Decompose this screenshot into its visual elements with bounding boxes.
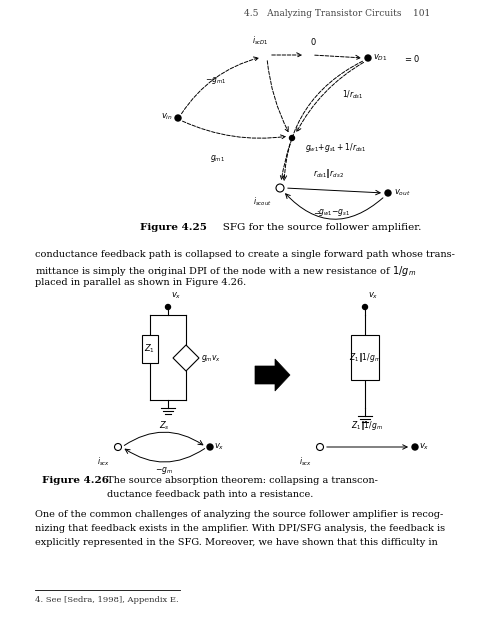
FancyBboxPatch shape	[351, 335, 379, 380]
Text: $g_{m1}$: $g_{m1}$	[210, 152, 225, 163]
Text: placed in parallel as shown in Figure 4.26.: placed in parallel as shown in Figure 4.…	[35, 278, 246, 287]
Text: $-g_m$: $-g_m$	[155, 465, 173, 476]
Text: $v_x$: $v_x$	[171, 291, 182, 301]
Circle shape	[290, 136, 295, 141]
Text: $v_x$: $v_x$	[214, 442, 225, 452]
Circle shape	[276, 184, 284, 192]
Text: One of the common challenges of analyzing the source follower amplifier is recog: One of the common challenges of analyzin…	[35, 510, 443, 519]
Circle shape	[365, 55, 371, 61]
Text: The source absorption theorem: collapsing a transcon-: The source absorption theorem: collapsin…	[107, 476, 378, 485]
Text: nizing that feedback exists in the amplifier. With DPI/SFG analysis, the feedbac: nizing that feedback exists in the ampli…	[35, 524, 445, 533]
Circle shape	[316, 444, 324, 451]
Circle shape	[412, 444, 418, 450]
Text: $Z_1\|1/g_m$: $Z_1\|1/g_m$	[349, 351, 381, 364]
Text: $r_{ds1}\|r_{ds2}$: $r_{ds1}\|r_{ds2}$	[312, 167, 344, 180]
Text: $g_m v_x$: $g_m v_x$	[201, 353, 221, 364]
Circle shape	[175, 115, 181, 121]
Text: $-g_{m1}$: $-g_{m1}$	[205, 74, 226, 86]
Text: $-$: $-$	[313, 208, 321, 216]
Text: 4.5   Analyzing Transistor Circuits    101: 4.5 Analyzing Transistor Circuits 101	[244, 10, 430, 19]
Text: conductance feedback path is collapsed to create a single forward path whose tra: conductance feedback path is collapsed t…	[35, 250, 455, 259]
Text: $Z_s$: $Z_s$	[158, 419, 169, 432]
FancyBboxPatch shape	[142, 335, 158, 363]
Text: $i_{scx}$: $i_{scx}$	[299, 455, 312, 467]
Text: $v_x$: $v_x$	[419, 442, 430, 452]
Text: 4. See [Sedra, 1998], Appendix E.: 4. See [Sedra, 1998], Appendix E.	[35, 596, 179, 604]
Text: $v_x$: $v_x$	[368, 291, 379, 301]
Text: SFG for the source follower amplifier.: SFG for the source follower amplifier.	[213, 223, 421, 232]
Circle shape	[207, 444, 213, 450]
Text: $v_{out}$: $v_{out}$	[394, 188, 411, 198]
Text: $\cdot g_{w1}{-}g_{s1}$: $\cdot g_{w1}{-}g_{s1}$	[316, 207, 350, 218]
Polygon shape	[173, 345, 199, 371]
Text: ductance feedback path into a resistance.: ductance feedback path into a resistance…	[107, 490, 313, 499]
Circle shape	[114, 444, 121, 451]
Circle shape	[362, 305, 367, 310]
Text: $1/r_{ds1}$: $1/r_{ds1}$	[342, 89, 364, 101]
Text: Figure 4.26: Figure 4.26	[42, 476, 109, 485]
Text: $i_{scx}$: $i_{scx}$	[97, 455, 110, 467]
Circle shape	[165, 305, 170, 310]
Text: $g_{w1}{+}g_{s1}+1/r_{ds1}$: $g_{w1}{+}g_{s1}+1/r_{ds1}$	[305, 141, 366, 154]
Text: mittance is simply the original DPI of the node with a new resistance of $1/g_m$: mittance is simply the original DPI of t…	[35, 264, 416, 278]
Text: $0$: $0$	[310, 36, 316, 47]
Text: $v_{D1}$: $v_{D1}$	[373, 52, 388, 63]
Text: explicitly represented in the SFG. Moreover, we have shown that this difficulty : explicitly represented in the SFG. Moreo…	[35, 538, 438, 547]
Text: Figure 4.25: Figure 4.25	[140, 223, 207, 232]
Text: $i_{scD1}$: $i_{scD1}$	[251, 35, 268, 47]
Text: $v_{in}$: $v_{in}$	[161, 112, 173, 122]
Text: $= 0$: $= 0$	[403, 52, 420, 63]
Text: $i_{scout}$: $i_{scout}$	[253, 196, 272, 209]
Text: $Z_1$: $Z_1$	[145, 343, 155, 355]
Polygon shape	[255, 359, 290, 391]
Circle shape	[385, 190, 391, 196]
Text: $Z_1\|1/g_m$: $Z_1\|1/g_m$	[351, 419, 383, 432]
